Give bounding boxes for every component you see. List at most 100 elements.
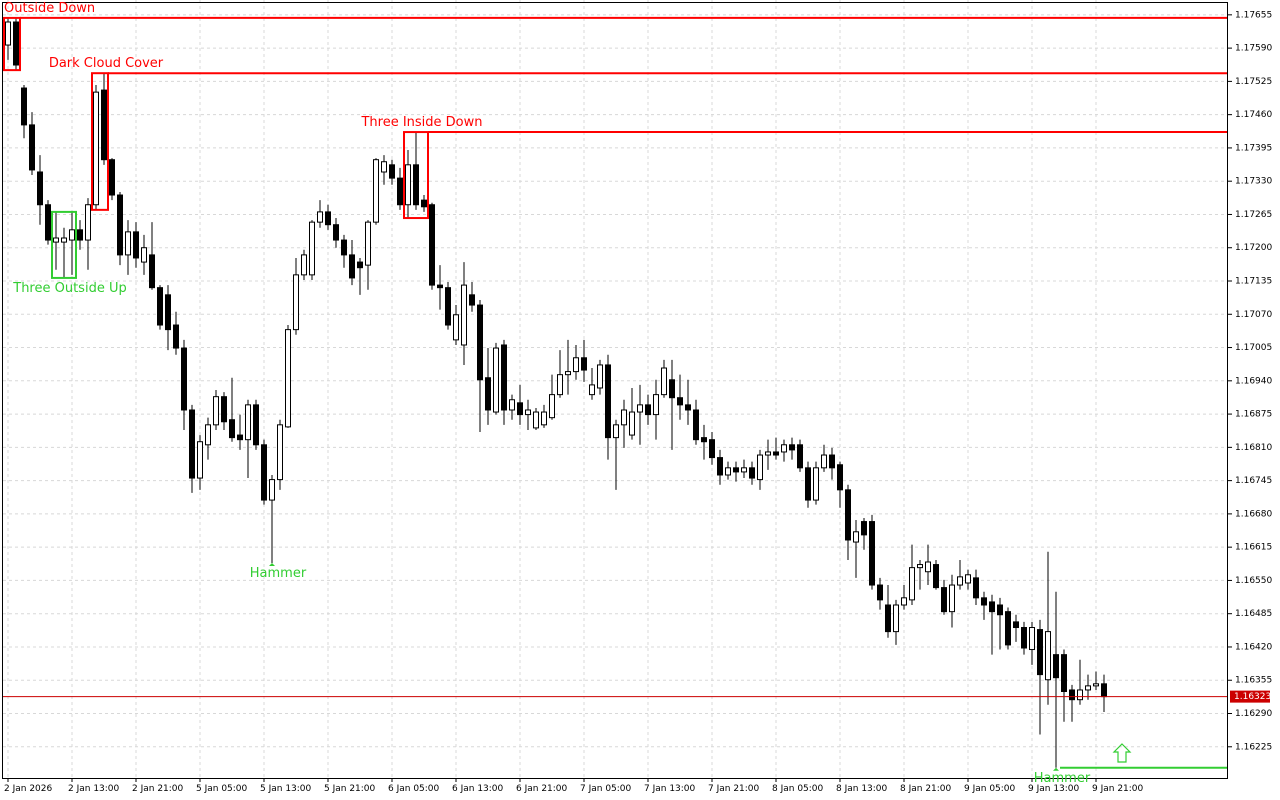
candle-body <box>21 87 27 126</box>
x-tick-label: 2 Jan 2026 <box>4 784 52 794</box>
x-tick-label: 5 Jan 13:00 <box>260 784 312 794</box>
candle-body <box>37 171 43 206</box>
candle-body <box>5 21 11 46</box>
candle-body <box>853 531 859 543</box>
candle-body <box>933 564 939 589</box>
candle-body <box>741 467 747 473</box>
candle-body <box>389 164 395 179</box>
candle-body <box>245 404 251 441</box>
candle-body <box>181 347 187 411</box>
y-tick-label: 1.17200 <box>1235 243 1272 253</box>
candle-body <box>1093 683 1099 687</box>
candle-body <box>309 221 315 276</box>
plot-border <box>2 2 1228 779</box>
x-tick-label: 5 Jan 05:00 <box>196 784 248 794</box>
candle-body <box>1021 627 1027 649</box>
candle-body <box>461 284 467 346</box>
x-tick-label: 9 Jan 21:00 <box>1092 784 1144 794</box>
candle-body <box>877 584 883 601</box>
candle-body <box>101 89 107 161</box>
candle-body <box>269 479 275 501</box>
candle-body <box>949 584 955 613</box>
last-price-label: 1.16323 <box>1234 692 1271 702</box>
candle-body <box>645 404 651 416</box>
candle-body <box>53 237 59 243</box>
candle-body <box>661 367 667 396</box>
candle-body <box>693 409 699 441</box>
candle-body <box>517 402 523 416</box>
candle-body <box>525 409 531 416</box>
pattern-box <box>91 72 109 211</box>
candle-body <box>333 224 339 241</box>
candle-body <box>813 467 819 501</box>
candle-body <box>685 404 691 411</box>
x-tick-label: 8 Jan 05:00 <box>772 784 824 794</box>
candle-body <box>405 164 411 206</box>
candle-body <box>925 561 931 573</box>
y-tick-label: 1.17070 <box>1235 310 1272 320</box>
y-tick-label: 1.16355 <box>1235 676 1272 686</box>
candle-body <box>453 314 459 341</box>
candle-body <box>557 374 563 396</box>
candle-body <box>997 604 1003 616</box>
candle-body <box>189 409 195 479</box>
candle-body <box>149 254 155 289</box>
x-tick-label: 9 Jan 13:00 <box>1028 784 1080 794</box>
y-tick-label: 1.17460 <box>1235 110 1272 120</box>
x-tick-label: 7 Jan 21:00 <box>708 784 760 794</box>
candle-body <box>317 211 323 223</box>
candle-body <box>349 254 355 279</box>
pattern-label: Outside Down <box>4 1 95 16</box>
candle-body <box>157 287 163 326</box>
candle-body <box>141 247 147 263</box>
candle-body <box>13 21 19 66</box>
x-tick-label: 6 Jan 05:00 <box>388 784 440 794</box>
candle-body <box>893 604 899 633</box>
buy-arrow <box>1112 743 1132 763</box>
y-tick-label: 1.17135 <box>1235 277 1272 287</box>
candle-body <box>261 444 267 501</box>
candle-body <box>1029 627 1035 651</box>
candle-body <box>493 347 499 413</box>
candle-body <box>109 159 115 196</box>
x-tick-label: 6 Jan 13:00 <box>452 784 504 794</box>
candle-body <box>197 441 203 479</box>
x-tick-label: 2 Jan 13:00 <box>68 784 120 794</box>
candle-body <box>613 424 619 439</box>
candle-body <box>85 204 91 241</box>
candle-body <box>357 261 363 269</box>
candle-body <box>1077 689 1083 701</box>
candle-body <box>61 237 67 243</box>
pattern-box <box>403 131 429 220</box>
candle-body <box>77 229 83 241</box>
candle-body <box>757 454 763 481</box>
x-tick-label: 7 Jan 13:00 <box>644 784 696 794</box>
x-tick-label: 2 Jan 21:00 <box>132 784 184 794</box>
pattern-label: Hammer <box>250 566 307 581</box>
candle-body <box>589 384 595 396</box>
pattern-label: Three Inside Down <box>360 115 482 130</box>
candle-body <box>629 411 635 436</box>
candle-body <box>133 231 139 259</box>
pattern-marker <box>269 563 275 567</box>
candle-body <box>277 424 283 481</box>
candle-body <box>573 357 579 373</box>
candle-body <box>229 419 235 439</box>
candle-body <box>917 564 923 569</box>
candle-body <box>765 451 771 456</box>
candle-body <box>749 467 755 479</box>
candle-body <box>237 434 243 441</box>
candle-body <box>733 467 739 473</box>
candle-body <box>781 444 787 453</box>
y-tick-label: 1.16290 <box>1235 709 1272 719</box>
candle-body <box>165 294 171 331</box>
candle-body <box>549 394 555 419</box>
candle-body <box>1061 654 1067 692</box>
y-tick-label: 1.17590 <box>1235 44 1272 54</box>
x-tick-label: 8 Jan 13:00 <box>836 784 888 794</box>
pattern-label: Dark Cloud Cover <box>49 56 164 71</box>
candle-body <box>885 604 891 633</box>
candle-body <box>1013 621 1019 629</box>
candle-body <box>821 454 827 469</box>
last-price-box <box>1230 690 1270 703</box>
